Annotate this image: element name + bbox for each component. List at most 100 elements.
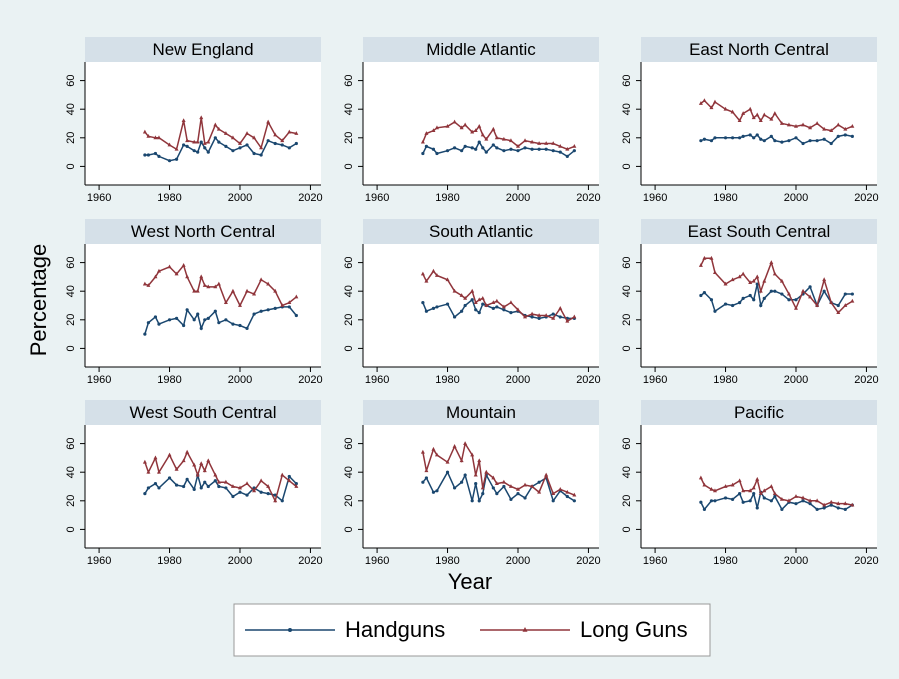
marker xyxy=(509,147,513,151)
marker xyxy=(836,506,840,510)
marker xyxy=(537,313,542,317)
marker xyxy=(202,468,207,473)
marker xyxy=(460,480,464,484)
panel-header xyxy=(85,400,321,425)
marker xyxy=(252,135,257,140)
marker xyxy=(216,281,221,286)
marker xyxy=(698,263,703,267)
marker xyxy=(843,501,848,506)
marker xyxy=(452,444,457,448)
series-line xyxy=(700,476,853,506)
marker xyxy=(780,507,784,511)
marker xyxy=(836,122,841,127)
y-tick-label: 60 xyxy=(343,256,355,268)
marker xyxy=(565,489,570,494)
marker xyxy=(199,461,204,466)
marker xyxy=(787,298,791,302)
marker xyxy=(237,141,242,145)
marker xyxy=(822,506,826,510)
marker xyxy=(699,293,703,298)
marker xyxy=(424,144,429,148)
marker xyxy=(741,296,745,300)
marker xyxy=(431,268,436,273)
marker xyxy=(280,499,284,503)
marker xyxy=(523,482,528,487)
marker xyxy=(287,478,292,483)
marker xyxy=(769,289,773,293)
marker xyxy=(822,502,827,507)
marker xyxy=(474,482,478,486)
marker xyxy=(421,480,425,484)
marker xyxy=(794,136,798,140)
marker xyxy=(758,491,763,496)
marker xyxy=(213,136,217,140)
marker xyxy=(477,458,482,463)
marker xyxy=(537,147,541,151)
y-tick-label: 60 xyxy=(621,437,633,449)
marker xyxy=(431,446,436,451)
series-line xyxy=(144,450,297,503)
marker xyxy=(779,278,784,283)
marker xyxy=(779,121,784,125)
marker xyxy=(699,500,703,504)
marker xyxy=(737,478,742,483)
marker xyxy=(850,134,854,138)
marker xyxy=(723,136,728,140)
x-tick-label: 1980 xyxy=(435,374,459,386)
y-tick-label: 40 xyxy=(621,466,633,478)
panel-title: Middle Atlantic xyxy=(426,40,536,59)
marker xyxy=(523,146,527,150)
marker xyxy=(558,305,563,310)
marker xyxy=(752,136,756,140)
marker xyxy=(762,139,766,143)
marker xyxy=(280,472,285,477)
marker xyxy=(223,131,228,135)
x-tick-label: 2020 xyxy=(576,374,600,386)
marker xyxy=(551,141,556,145)
marker xyxy=(491,475,496,480)
y-tick-label: 40 xyxy=(343,103,355,115)
marker xyxy=(484,469,489,474)
legend-label: Handguns xyxy=(345,617,445,642)
marker xyxy=(501,136,506,141)
marker xyxy=(421,301,425,305)
y-tick-label: 20 xyxy=(343,132,355,144)
marker xyxy=(755,506,759,510)
marker xyxy=(459,293,464,297)
y-tick-label: 0 xyxy=(621,345,633,351)
marker xyxy=(491,306,495,310)
marker xyxy=(216,126,221,131)
y-tick-label: 0 xyxy=(621,163,633,169)
marker xyxy=(558,486,563,491)
marker xyxy=(452,146,457,150)
marker xyxy=(850,502,855,507)
marker xyxy=(182,143,186,147)
marker xyxy=(822,289,826,293)
y-tick-label: 60 xyxy=(343,74,355,86)
marker xyxy=(698,475,703,480)
marker xyxy=(544,147,548,151)
marker xyxy=(252,488,257,493)
marker xyxy=(780,292,784,296)
marker xyxy=(723,106,728,111)
marker xyxy=(481,492,485,496)
marker xyxy=(477,140,481,144)
marker xyxy=(730,136,735,140)
marker xyxy=(723,302,728,306)
x-tick-label: 2020 xyxy=(854,192,878,204)
marker xyxy=(843,133,847,137)
marker xyxy=(223,300,228,305)
marker xyxy=(182,323,186,328)
marker xyxy=(238,146,242,150)
marker xyxy=(192,288,197,293)
marker xyxy=(779,496,784,501)
marker xyxy=(801,288,806,293)
marker xyxy=(463,122,468,127)
marker xyxy=(259,277,264,282)
marker xyxy=(463,473,467,477)
marker xyxy=(294,131,299,135)
marker xyxy=(808,502,812,506)
x-tick-label: 1960 xyxy=(643,374,667,386)
marker xyxy=(702,482,707,487)
marker xyxy=(185,138,190,143)
